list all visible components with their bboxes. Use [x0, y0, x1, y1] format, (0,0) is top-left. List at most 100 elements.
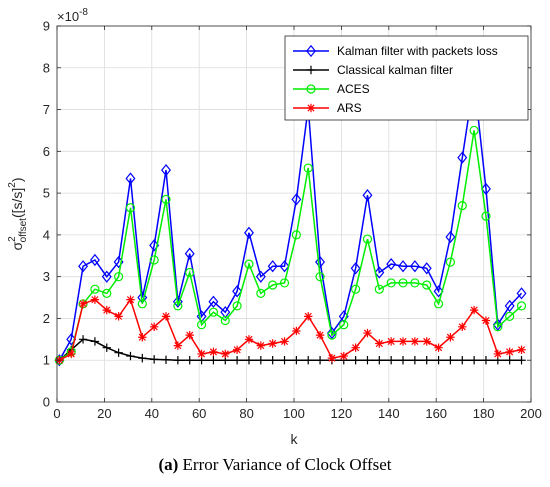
data-point-circle: [315, 272, 325, 282]
data-point-circle: [114, 272, 124, 282]
data-point-plus: [232, 356, 242, 365]
x-tick-label: 60: [192, 406, 206, 421]
data-point-plus: [446, 356, 455, 365]
data-point-plus: [386, 356, 396, 365]
data-point-plus: [517, 356, 526, 365]
series-2: [54, 125, 527, 365]
y-tick-label: 9: [43, 19, 50, 34]
x-tick-label: 40: [145, 406, 159, 421]
data-point-asterisk: [446, 333, 455, 342]
legend-label: ACES: [337, 82, 370, 96]
data-point-diamond: [184, 247, 195, 260]
legend: Kalman filter with packets loss Classical…: [284, 35, 529, 121]
y-tick-label: 3: [43, 269, 50, 284]
series-line: [58, 130, 522, 361]
data-point-plus: [315, 356, 325, 365]
data-point-plus: [256, 356, 266, 365]
data-point-circle: [469, 125, 479, 136]
data-point-diamond: [445, 230, 456, 244]
x-tick-label: 180: [473, 406, 495, 421]
data-point-circle: [268, 280, 278, 290]
data-point-diamond: [208, 295, 219, 308]
data-point-diamond: [480, 182, 491, 196]
data-point-circle: [208, 307, 219, 317]
data-point-diamond: [279, 260, 290, 273]
data-point-circle: [398, 278, 408, 288]
data-point-circle: [125, 203, 136, 213]
data-point-circle: [185, 267, 195, 278]
data-point-diamond: [350, 262, 361, 275]
data-point-asterisk: [232, 345, 242, 354]
y-tick-label: 6: [43, 144, 50, 159]
data-point-asterisk: [161, 312, 171, 321]
data-point-circle: [303, 163, 313, 173]
data-point-diamond: [125, 172, 136, 185]
data-point-diamond: [421, 262, 432, 275]
data-point-diamond: [306, 44, 316, 58]
x-axis-label: k: [291, 431, 299, 447]
data-point-circle: [516, 301, 527, 311]
x-tick-label: 0: [53, 406, 60, 421]
data-point-asterisk: [458, 322, 467, 331]
data-point-circle: [410, 278, 420, 288]
series-line: [58, 80, 523, 361]
data-point-diamond: [220, 306, 231, 319]
y-tick-label: 8: [43, 60, 50, 75]
data-point-plus: [304, 356, 313, 365]
data-point-plus: [173, 356, 183, 365]
data-point-circle: [505, 311, 515, 321]
data-point-asterisk: [292, 326, 301, 336]
data-point-diamond: [232, 285, 243, 298]
y-tick-label: 7: [43, 102, 50, 117]
data-point-diamond: [386, 257, 397, 271]
data-point-plus: [505, 356, 514, 365]
data-point-asterisk: [256, 341, 266, 350]
data-point-diamond: [374, 266, 385, 279]
data-point-circle: [161, 194, 171, 204]
data-point-plus: [306, 65, 316, 75]
data-point-circle: [244, 259, 254, 269]
data-point-asterisk: [197, 349, 206, 359]
data-point-circle: [422, 280, 432, 290]
x-tick-label: 100: [283, 406, 305, 421]
data-point-plus: [114, 348, 123, 357]
data-point-plus: [90, 337, 100, 346]
data-point-plus: [138, 353, 147, 363]
data-point-plus: [149, 355, 159, 364]
caption-label: (a): [158, 455, 179, 474]
data-point-diamond: [409, 260, 420, 273]
x-tick-label: 120: [331, 406, 353, 421]
legend-item: Classical kalman filter: [293, 63, 453, 77]
series-line: [59, 297, 522, 361]
data-point-asterisk: [517, 345, 526, 354]
data-point-circle: [196, 320, 207, 330]
data-point-diamond: [326, 326, 337, 340]
data-point-asterisk: [138, 333, 147, 342]
data-point-plus: [292, 356, 301, 365]
data-point-circle: [173, 301, 183, 311]
data-point-diamond: [492, 318, 503, 331]
data-point-plus: [398, 356, 408, 365]
data-point-circle: [362, 234, 373, 244]
data-point-plus: [410, 356, 420, 365]
data-point-asterisk: [304, 312, 313, 321]
data-point-asterisk: [173, 341, 183, 350]
series-1: [55, 335, 526, 365]
data-point-plus: [375, 356, 384, 365]
legend-label: ARS: [337, 101, 362, 115]
data-point-plus: [102, 343, 111, 352]
data-point-asterisk: [422, 337, 431, 346]
data-point-diamond: [255, 270, 266, 283]
data-point-diamond: [315, 255, 326, 269]
line-chart: 0 20 40 60 80 100 120 140 160 180 200 0 1 2 3 4 5 6 7 8 9 ×1…: [7, 7, 542, 447]
y-exponent-label: ×10-8: [57, 7, 88, 24]
data-point-asterisk: [114, 312, 123, 321]
data-point-asterisk: [327, 353, 337, 363]
data-point-asterisk: [410, 337, 420, 346]
data-point-plus: [363, 356, 372, 365]
data-point-plus: [78, 335, 88, 344]
data-point-plus: [280, 356, 289, 365]
data-point-diamond: [398, 260, 408, 273]
data-point-plus: [422, 356, 431, 365]
legend-label: Classical kalman filter: [337, 63, 453, 77]
